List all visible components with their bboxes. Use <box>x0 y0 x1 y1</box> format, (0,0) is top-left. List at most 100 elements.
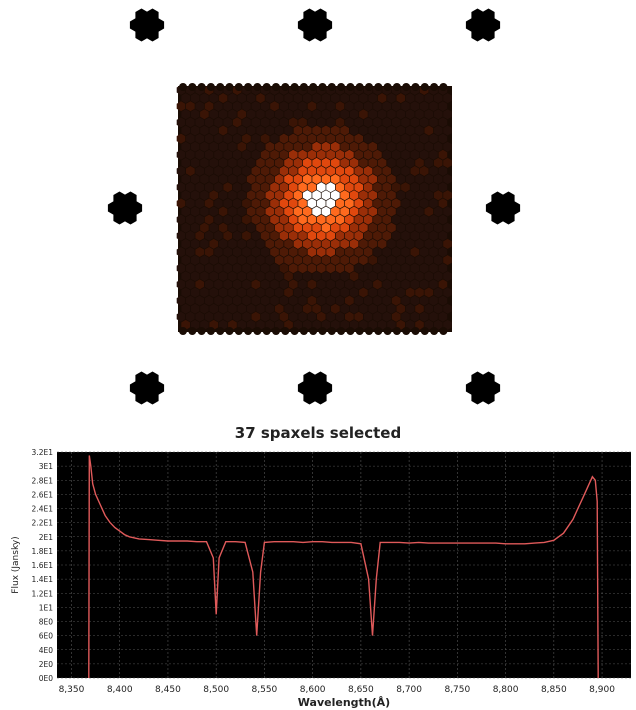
x-tick-labels: 8,350 8,400 8,450 8,500 8,550 8,600 8,650 8,700… <box>59 685 616 695</box>
bundle-edge <box>374 327 382 335</box>
bundle-edge <box>207 83 215 91</box>
bundle-edge <box>384 327 392 335</box>
sky-fiber-bundle[interactable] <box>130 372 164 405</box>
sky-fiber-bundle[interactable] <box>298 9 332 42</box>
y-tick-label: 4E0 <box>39 646 54 655</box>
bundle-edge <box>402 83 410 91</box>
bundle-edge <box>430 83 438 91</box>
y-tick-label: 2.2E1 <box>32 519 54 528</box>
bundle-edge <box>188 83 196 91</box>
x-tick-label: 8,750 <box>444 685 470 695</box>
bundle-edge <box>402 327 410 335</box>
y-tick-label: 2.6E1 <box>32 490 54 499</box>
y-tick-label: 3.2E1 <box>32 448 54 457</box>
bundle-edge <box>412 327 420 335</box>
bundle-edge <box>198 327 206 335</box>
y-tick-label: 3E1 <box>39 462 54 471</box>
sky-fiber-bundle[interactable] <box>466 9 500 42</box>
y-tick-label: 1.8E1 <box>32 547 54 556</box>
bundle-edge <box>421 327 429 335</box>
bundle-edge <box>319 83 327 91</box>
y-tick-label: 2.8E1 <box>32 476 54 485</box>
sky-fiber-bundle[interactable] <box>130 9 164 42</box>
bundle-edge <box>309 83 317 91</box>
spectrum-chart[interactable]: 0E0 2E0 4E0 6E0 8E0 1E1 1.2E1 1.4E1 1.6E1 1.8E1 2E… <box>0 445 636 710</box>
bundle-edge <box>384 83 392 91</box>
bundle-edge <box>365 327 373 335</box>
x-tick-label: 8,650 <box>348 685 374 695</box>
bundle-edge <box>439 327 447 335</box>
y-tick-label: 6E0 <box>39 632 54 641</box>
y-tick-label: 1.6E1 <box>32 561 54 570</box>
x-tick-label: 8,500 <box>203 685 229 695</box>
bundle-edge <box>328 83 336 91</box>
bundle-edge <box>291 327 299 335</box>
bundle-edge <box>346 327 354 335</box>
bundle-edge <box>207 327 215 335</box>
bundle-edge <box>421 83 429 91</box>
bundle-edge <box>216 327 224 335</box>
bundle-edge <box>244 83 252 91</box>
x-tick-label: 8,400 <box>107 685 133 695</box>
bundle-edge <box>439 83 447 91</box>
bundle-edge <box>374 83 382 91</box>
y-tick-label: 1E1 <box>39 603 54 612</box>
y-tick-label: 1.2E1 <box>32 589 54 598</box>
sky-fiber-bundle[interactable] <box>298 372 332 405</box>
x-tick-label: 8,450 <box>155 685 181 695</box>
bundle-edge <box>179 327 187 335</box>
bundle-edge <box>430 327 438 335</box>
bundle-edge <box>319 327 327 335</box>
y-tick-label: 2E0 <box>39 660 54 669</box>
bundle-edge <box>300 83 308 91</box>
bundle-edge <box>309 327 317 335</box>
sky-fiber-bundle[interactable] <box>108 192 142 225</box>
x-tick-label: 8,350 <box>59 685 85 695</box>
bundle-edge <box>412 83 420 91</box>
bundle-edge <box>337 83 345 91</box>
bundle-edge <box>346 83 354 91</box>
bundle-edge <box>272 83 280 91</box>
sky-fiber-bundle[interactable] <box>486 192 520 225</box>
bundle-edge <box>328 327 336 335</box>
bundle-edge <box>356 327 364 335</box>
bundle-edge <box>281 327 289 335</box>
bundle-edge <box>393 83 401 91</box>
bundle-edge <box>263 327 271 335</box>
y-tick-label: 8E0 <box>39 618 54 627</box>
bundle-edge <box>365 83 373 91</box>
x-tick-label: 8,900 <box>589 685 615 695</box>
bundle-edge <box>235 327 243 335</box>
y-tick-label: 0E0 <box>39 674 54 683</box>
bundle-edge <box>244 327 252 335</box>
bundle-edge <box>337 327 345 335</box>
y-tick-label: 1.4E1 <box>32 575 54 584</box>
bundle-edge <box>253 327 261 335</box>
chart-title: 37 spaxels selected <box>0 424 636 442</box>
bundle-edge <box>226 327 234 335</box>
bundle-edge <box>253 83 261 91</box>
y-tick-labels: 0E0 2E0 4E0 6E0 8E0 1E1 1.2E1 1.4E1 1.6E1 1.8E1 2E… <box>32 448 54 683</box>
bundle-edge <box>235 83 243 91</box>
y-tick-label: 2E1 <box>39 533 54 542</box>
x-tick-label: 8,800 <box>493 685 519 695</box>
plot-area <box>57 452 631 678</box>
bundle-edge <box>216 83 224 91</box>
bundle-edge <box>291 83 299 91</box>
y-tick-label: 2.4E1 <box>32 505 54 514</box>
x-tick-label: 8,850 <box>541 685 567 695</box>
bundle-edge <box>226 83 234 91</box>
sky-fiber-bundle[interactable] <box>466 372 500 405</box>
x-tick-label: 8,550 <box>252 685 278 695</box>
bundle-edge <box>393 327 401 335</box>
bundle-edge <box>300 327 308 335</box>
bundle-edge <box>281 83 289 91</box>
x-tick-label: 8,700 <box>396 685 422 695</box>
bundle-edge <box>198 83 206 91</box>
bundle-edge <box>188 327 196 335</box>
x-tick-label: 8,600 <box>300 685 326 695</box>
ifu-spaxel-map[interactable] <box>0 0 636 420</box>
bundle-edge <box>179 83 187 91</box>
x-axis-label: Wavelength(Å) <box>298 696 390 709</box>
bundle-edge <box>263 83 271 91</box>
